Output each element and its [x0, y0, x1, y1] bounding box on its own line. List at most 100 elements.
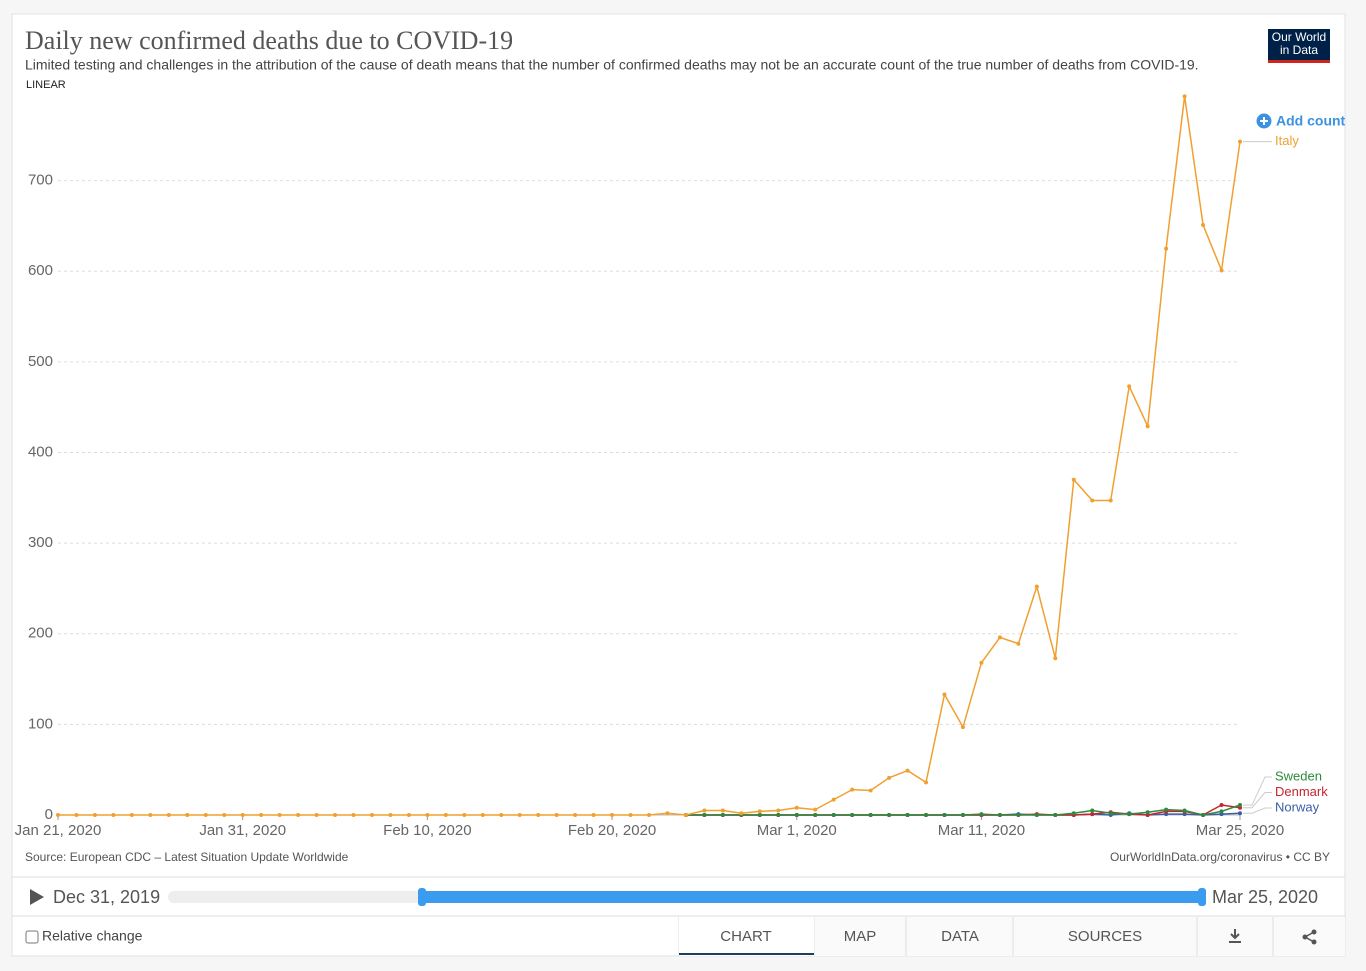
data-point	[683, 813, 688, 817]
y-tick-label: 0	[45, 806, 53, 823]
data-point	[850, 813, 855, 817]
data-point	[942, 813, 947, 817]
data-point	[647, 813, 651, 817]
data-point	[887, 813, 892, 817]
data-point	[1034, 584, 1039, 589]
data-point	[1090, 808, 1095, 813]
data-point	[1201, 813, 1206, 817]
data-point	[942, 692, 947, 697]
data-point	[1238, 811, 1242, 816]
data-point	[388, 813, 393, 817]
legend-connector	[1243, 776, 1272, 806]
tab[interactable]: CHART	[720, 928, 771, 945]
data-point	[240, 813, 245, 817]
legend-label: Denmark	[1275, 784, 1328, 799]
data-point	[720, 808, 725, 813]
share-button[interactable]	[1302, 929, 1317, 945]
data-point	[1127, 812, 1132, 817]
timeline-handle[interactable]	[1198, 888, 1206, 906]
data-point	[92, 813, 97, 817]
x-tick-label: Feb 20, 2020	[568, 822, 656, 839]
timeline-end: Mar 25, 2020	[1212, 887, 1318, 907]
data-point	[425, 813, 430, 817]
data-point	[665, 811, 670, 816]
play-button[interactable]	[30, 889, 44, 905]
data-point	[1145, 810, 1150, 815]
tab[interactable]: MAP	[844, 928, 877, 945]
data-point	[1201, 223, 1206, 228]
data-point	[573, 813, 578, 817]
data-point	[628, 813, 633, 817]
data-point	[1108, 498, 1113, 503]
timeline-start: Dec 31, 2019	[53, 887, 160, 907]
legend-label: Sweden	[1275, 768, 1322, 783]
data-point	[443, 813, 448, 817]
data-point	[610, 813, 615, 817]
y-tick-label: 700	[28, 172, 53, 189]
legend-label: Italy	[1275, 133, 1299, 148]
chart-subtitle: Limited testing and challenges in the at…	[25, 57, 1199, 73]
data-point	[1034, 813, 1039, 817]
legend-label: Norway	[1275, 799, 1320, 814]
data-point	[1016, 641, 1021, 646]
data-point	[868, 788, 873, 793]
data-point	[979, 812, 984, 817]
active-tab	[679, 917, 814, 956]
x-tick-label: Mar 11, 2020	[938, 822, 1025, 839]
x-tick-label: Feb 10, 2020	[383, 822, 471, 839]
data-point	[739, 811, 744, 816]
data-point	[554, 813, 559, 817]
source-note: Source: European CDC – Latest Situation …	[25, 850, 349, 864]
data-point	[924, 780, 929, 785]
checkbox[interactable]	[25, 930, 39, 944]
data-point	[1071, 811, 1076, 816]
data-point	[720, 813, 725, 817]
y-tick-label: 300	[28, 534, 53, 551]
data-point	[1238, 139, 1242, 144]
data-point	[776, 813, 781, 817]
tab[interactable]: SOURCES	[1068, 928, 1142, 945]
timeline-range[interactable]	[422, 891, 1202, 903]
data-point	[960, 725, 965, 730]
add-country-button[interactable]: Add country	[1276, 113, 1359, 129]
data-point	[56, 813, 60, 817]
data-point	[1127, 384, 1132, 389]
data-point	[1016, 813, 1021, 817]
timeline-handle[interactable]	[418, 888, 426, 906]
legend-connector	[1243, 807, 1272, 814]
data-point	[74, 813, 79, 817]
data-point	[997, 813, 1002, 817]
data-point	[905, 813, 910, 817]
data-point	[517, 813, 522, 817]
scale-toggle[interactable]: LINEAR	[26, 79, 66, 91]
y-tick-label: 400	[28, 443, 53, 460]
x-tick-label: Mar 1, 2020	[757, 822, 837, 839]
data-point	[277, 813, 282, 817]
data-point	[1182, 94, 1187, 99]
data-point	[296, 813, 301, 817]
data-point	[924, 813, 929, 817]
chart: Daily new confirmed deaths due to COVID-…	[12, 26, 1359, 956]
data-point	[831, 813, 836, 817]
data-point	[591, 813, 596, 817]
data-point	[1053, 813, 1058, 817]
logo-text: Our World	[1272, 30, 1326, 44]
data-point	[757, 809, 762, 814]
source-url[interactable]: OurWorldInData.org/coronavirus • CC BY	[1110, 850, 1330, 864]
logo-box[interactable]	[1268, 29, 1330, 63]
data-point	[868, 813, 873, 817]
logo-text: in Data	[1280, 43, 1318, 57]
data-point	[831, 797, 836, 802]
data-point	[499, 813, 504, 817]
data-point	[148, 813, 153, 817]
share-icon	[1303, 931, 1315, 943]
data-point	[850, 787, 855, 792]
data-point	[259, 813, 264, 817]
tab[interactable]: DATA	[941, 928, 979, 945]
data-point	[480, 813, 485, 817]
download-button[interactable]	[1229, 929, 1241, 943]
data-point	[1145, 424, 1150, 429]
checkbox-label[interactable]: Relative change	[42, 928, 143, 944]
data-point	[1219, 268, 1224, 273]
data-point	[222, 813, 227, 817]
